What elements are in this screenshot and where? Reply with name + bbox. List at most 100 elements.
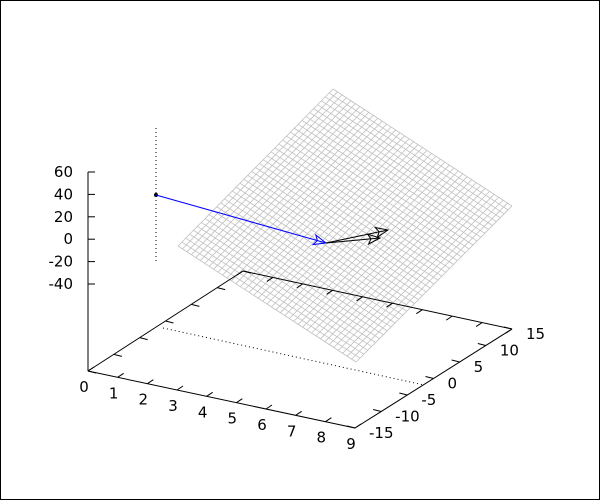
y-tick: [425, 376, 434, 379]
mesh-line: [270, 151, 450, 269]
x-tick-label: 9: [346, 435, 356, 453]
mesh-line: [259, 163, 439, 281]
arrow-blue-head: [311, 233, 328, 246]
mesh-line: [311, 176, 468, 334]
x-tick-back: [475, 322, 483, 327]
y-tick-label: -15: [369, 424, 394, 442]
x-tick-label: 8: [317, 429, 327, 447]
x-tick: [176, 385, 184, 391]
x-tick-back: [266, 277, 274, 282]
y-tick-left: [113, 353, 122, 357]
mesh-line: [280, 155, 437, 313]
x-tick-back: [236, 270, 244, 276]
x-tick-label: 5: [228, 410, 238, 428]
mesh-line: [324, 185, 481, 342]
y-tick: [503, 326, 513, 330]
y-tick: [373, 409, 382, 412]
mesh-line: [355, 205, 513, 363]
mesh-line: [293, 164, 450, 322]
mesh-line: [266, 147, 423, 305]
x-tick-label: 2: [139, 391, 149, 409]
mesh-line: [294, 127, 474, 246]
arrows-and-points: [154, 128, 390, 262]
x-tick-back: [296, 283, 304, 289]
arrow-black-1: [325, 229, 389, 244]
mesh-line: [342, 196, 499, 354]
mesh-line: [266, 155, 446, 273]
mesh-line: [278, 143, 458, 261]
x-tick: [147, 379, 154, 385]
mesh-line: [271, 150, 428, 308]
mesh-line: [274, 147, 454, 265]
mesh-line: [305, 116, 485, 234]
y-tick: [451, 359, 460, 363]
x-tick: [236, 398, 243, 404]
x-tick: [206, 391, 213, 397]
mesh-line: [306, 173, 464, 331]
mesh-line: [297, 123, 478, 242]
y-tick-left: [165, 320, 174, 324]
arrow-black-2-head: [366, 233, 382, 246]
mesh-line: [329, 188, 486, 345]
mesh-line: [337, 194, 495, 351]
y-tick: [477, 343, 486, 346]
y-tick-left: [139, 337, 148, 341]
mesh-line: [313, 108, 493, 226]
y-tick-left: [242, 270, 252, 274]
mesh-line: [284, 158, 441, 316]
mesh-line: [320, 182, 477, 340]
mesh-line: [290, 131, 470, 250]
x-tick-back: [386, 302, 393, 308]
arrow-blue: [155, 194, 327, 244]
z-tick-label: 60: [54, 163, 73, 181]
y-tick: [346, 425, 356, 429]
y-tick-label: -5: [421, 391, 436, 409]
y-tick-left: [87, 370, 97, 374]
x-tick-label: 6: [257, 416, 267, 434]
x-tick-label: 4: [198, 403, 208, 421]
mesh-line: [325, 96, 505, 215]
mesh-line: [286, 135, 466, 254]
z-tick-label: 20: [54, 208, 73, 226]
base-dotted-line: [162, 327, 425, 386]
y-tick-label: 0: [448, 375, 458, 393]
y-tick-left: [217, 287, 226, 291]
surface-mesh: [177, 88, 513, 363]
x-tick-label: 7: [287, 422, 297, 440]
z-tick-label: 0: [63, 230, 73, 248]
back-edge: [242, 270, 513, 330]
mesh-line: [346, 199, 504, 357]
x-tick: [325, 417, 332, 423]
arrow-black-1-head: [373, 226, 390, 239]
x-tick: [265, 404, 273, 410]
x-tick-back: [505, 328, 513, 334]
mesh-line: [282, 139, 462, 258]
z-tick-label: -40: [49, 275, 74, 293]
x-tick: [117, 372, 124, 378]
x-axis: [87, 370, 356, 429]
mesh-line: [321, 100, 501, 219]
x-tick-back: [416, 309, 423, 315]
y-tick-label: 10: [500, 342, 519, 360]
y-tick-left: [191, 303, 200, 307]
x-tick-back: [445, 315, 453, 321]
mesh-line: [302, 170, 459, 328]
z-tick-label: -20: [49, 253, 74, 271]
y-tick-label: 15: [526, 325, 545, 343]
mesh-line: [332, 88, 513, 207]
x-tick-label: 1: [109, 384, 119, 402]
y-tick: [399, 392, 408, 396]
mesh-line: [317, 104, 497, 222]
mesh-line: [263, 159, 443, 277]
z-tick-label: 40: [54, 185, 73, 203]
y-tick-label: 5: [474, 358, 484, 376]
mesh-line: [309, 112, 489, 230]
x-tick-label: 0: [79, 378, 89, 396]
x-tick: [354, 423, 362, 429]
y-tick-label: -10: [395, 408, 420, 426]
x-tick-back: [356, 296, 363, 302]
mesh-line: [288, 161, 446, 319]
